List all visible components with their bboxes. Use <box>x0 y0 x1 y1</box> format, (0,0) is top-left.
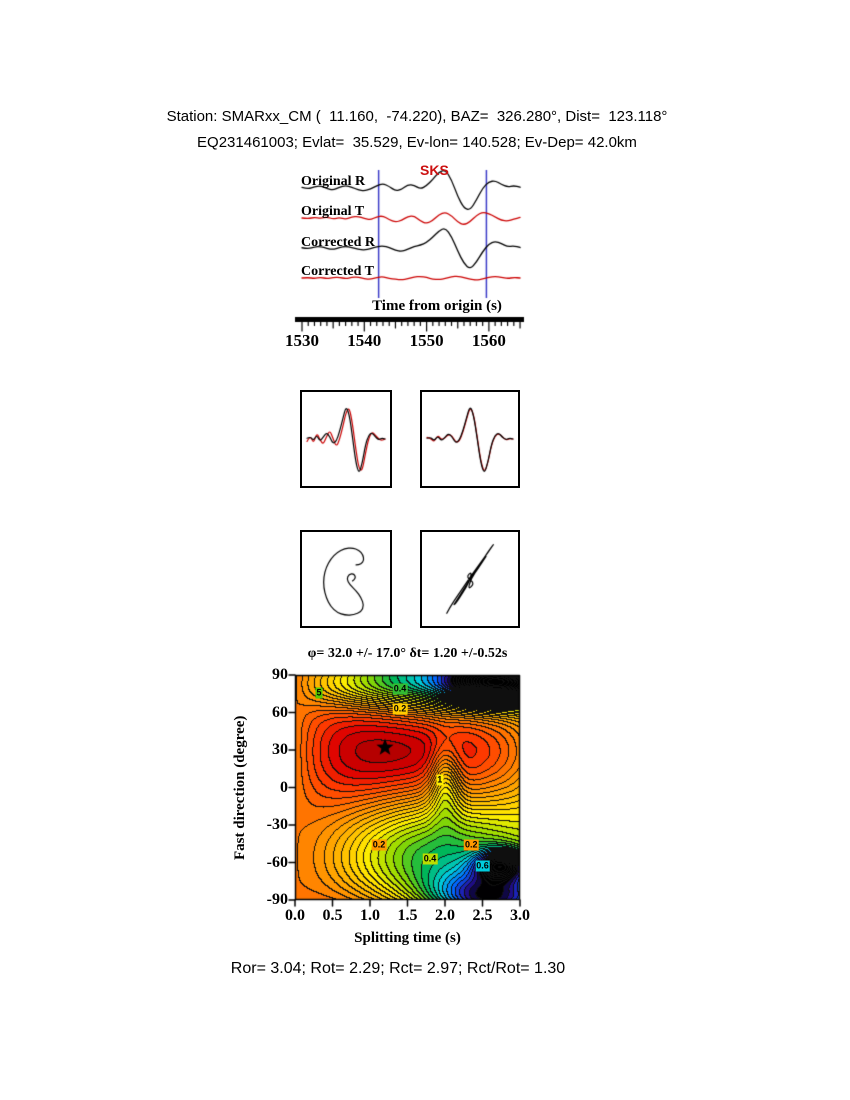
contour-annotation-0.6: 0.6 <box>475 860 490 872</box>
particle-motion-corrected-box <box>420 530 520 628</box>
contour-annotation-0.2: 0.2 <box>371 839 387 851</box>
contour-xtick-2.5: 2.5 <box>472 907 493 924</box>
contour-xtick-1.5: 1.5 <box>397 907 418 924</box>
contour-ytick-60: 60 <box>272 703 288 721</box>
particle-motion-original-box <box>300 530 392 628</box>
contour-annotation-0.2: 0.2 <box>463 839 479 851</box>
waveform-xaxis-title: Time from origin (s) <box>372 298 502 314</box>
contour-ytick--60: -60 <box>266 853 288 871</box>
trace-label-original-r: Original R <box>301 174 366 189</box>
contour-annotation-5: 5 <box>315 687 323 698</box>
waveform-compare-corrected-box <box>420 390 520 488</box>
contour-annotation-1: 1 <box>436 774 444 786</box>
waveform-xtick-1530: 1530 <box>285 331 319 350</box>
trace-label-corrected-r: Corrected R <box>301 235 375 250</box>
contour-ytick--30: -30 <box>266 816 288 833</box>
quality-stats-line: Ror= 3.04; Rot= 2.29; Rct= 2.97; Rct/Rot… <box>230 960 566 977</box>
waveform-xtick-1560: 1560 <box>471 331 506 350</box>
contour-annotation-0.4: 0.4 <box>422 853 438 865</box>
phase-label: SKS <box>420 162 449 178</box>
contour-ytick--90: -90 <box>266 891 288 908</box>
contour-annotation-0.2: 0.2 <box>392 703 408 715</box>
contour-xtick-1.0: 1.0 <box>360 907 380 924</box>
trace-label-original-t: Original T <box>301 204 365 219</box>
contour-xtick-3.0: 3.0 <box>510 907 530 924</box>
contour-ytick-0: 0 <box>280 778 288 796</box>
contour-xtick-0.0: 0.0 <box>285 907 305 924</box>
station-info-line: Station: SMARxx_CM ( 11.160, -74.220), B… <box>166 108 668 125</box>
contour-annotation-0.4: 0.4 <box>392 683 408 695</box>
contour-ytick-30: 30 <box>272 741 288 758</box>
contour-title: φ= 32.0 +/- 17.0° δt= 1.20 +/-0.52s <box>307 646 508 661</box>
contour-ytick-90: 90 <box>272 666 288 683</box>
contour-xlabel: Splitting time (s) <box>354 930 461 946</box>
contour-xtick-0.5: 0.5 <box>322 907 343 924</box>
trace-label-corrected-t: Corrected T <box>301 264 374 279</box>
waveform-compare-original-box <box>300 390 392 488</box>
contour-xtick-2.0: 2.0 <box>435 907 455 924</box>
waveform-xtick-1540: 1540 <box>347 331 382 350</box>
event-info-line: EQ231461003; Evlat= 35.529, Ev-lon= 140.… <box>197 134 637 151</box>
waveform-xtick-1550: 1550 <box>409 331 444 350</box>
